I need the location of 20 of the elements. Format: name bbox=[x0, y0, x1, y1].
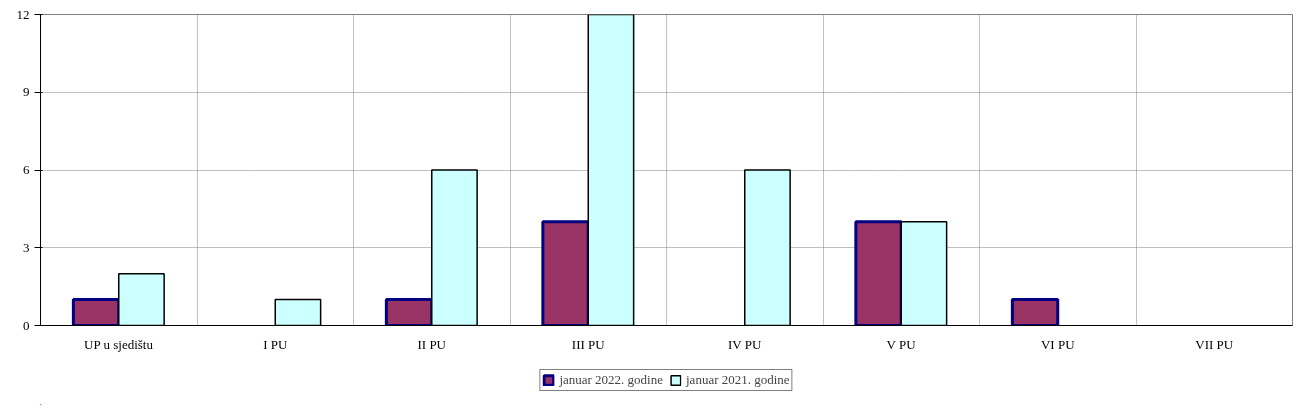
x-tick-label: VI PU bbox=[1040, 336, 1076, 352]
y-tick-label: 3 bbox=[23, 239, 30, 255]
x-tick-label: V PU bbox=[886, 336, 917, 352]
y-tick-label: 12 bbox=[16, 6, 30, 22]
y-tick-label: 0 bbox=[23, 317, 30, 333]
bar bbox=[384, 298, 434, 326]
y-tick-label: 9 bbox=[23, 84, 30, 100]
x-tick-label: VII PU bbox=[1195, 336, 1234, 352]
legend-label: januar 2021. godine bbox=[686, 372, 790, 388]
x-tick-label: II PU bbox=[417, 336, 447, 352]
y-tick-label: 6 bbox=[23, 162, 30, 177]
bar bbox=[1010, 298, 1060, 326]
bar bbox=[854, 220, 903, 326]
x-tick-label: UP u sjedištu bbox=[84, 336, 154, 352]
bar bbox=[71, 298, 121, 326]
x-tick-label: I PU bbox=[263, 336, 288, 352]
legend-label: januar 2022. godine bbox=[559, 372, 663, 388]
bar bbox=[541, 220, 590, 326]
x-tick-label: III PU bbox=[571, 336, 606, 352]
x-tick-label: IV PU bbox=[727, 336, 762, 352]
